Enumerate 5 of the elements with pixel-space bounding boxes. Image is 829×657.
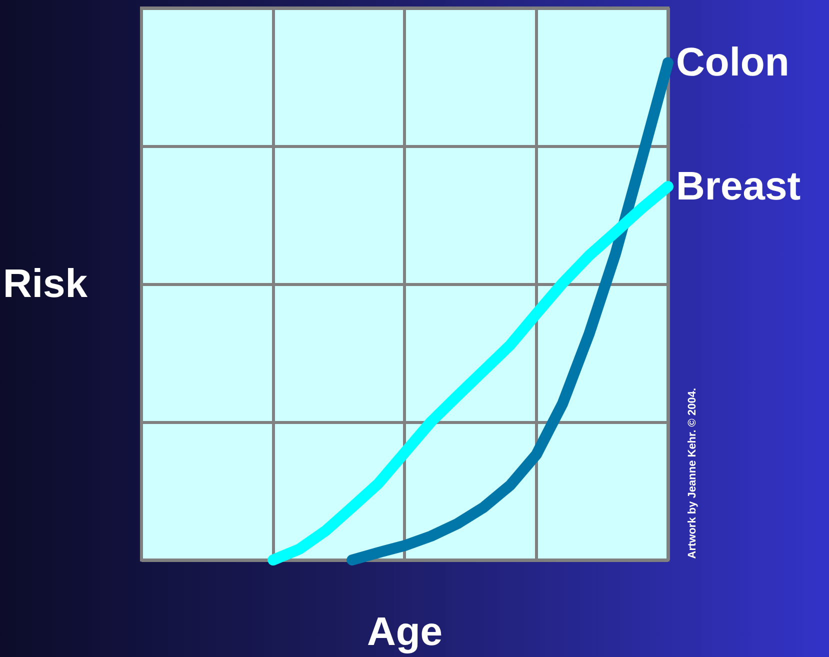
x-axis-title: Age	[366, 610, 443, 654]
y-axis-title: Risk	[2, 262, 88, 306]
text: Artwork by Jeanne Kehr. © 2004.	[686, 388, 698, 559]
series-label: Colon	[676, 40, 790, 85]
series-label: Breast	[676, 164, 801, 209]
